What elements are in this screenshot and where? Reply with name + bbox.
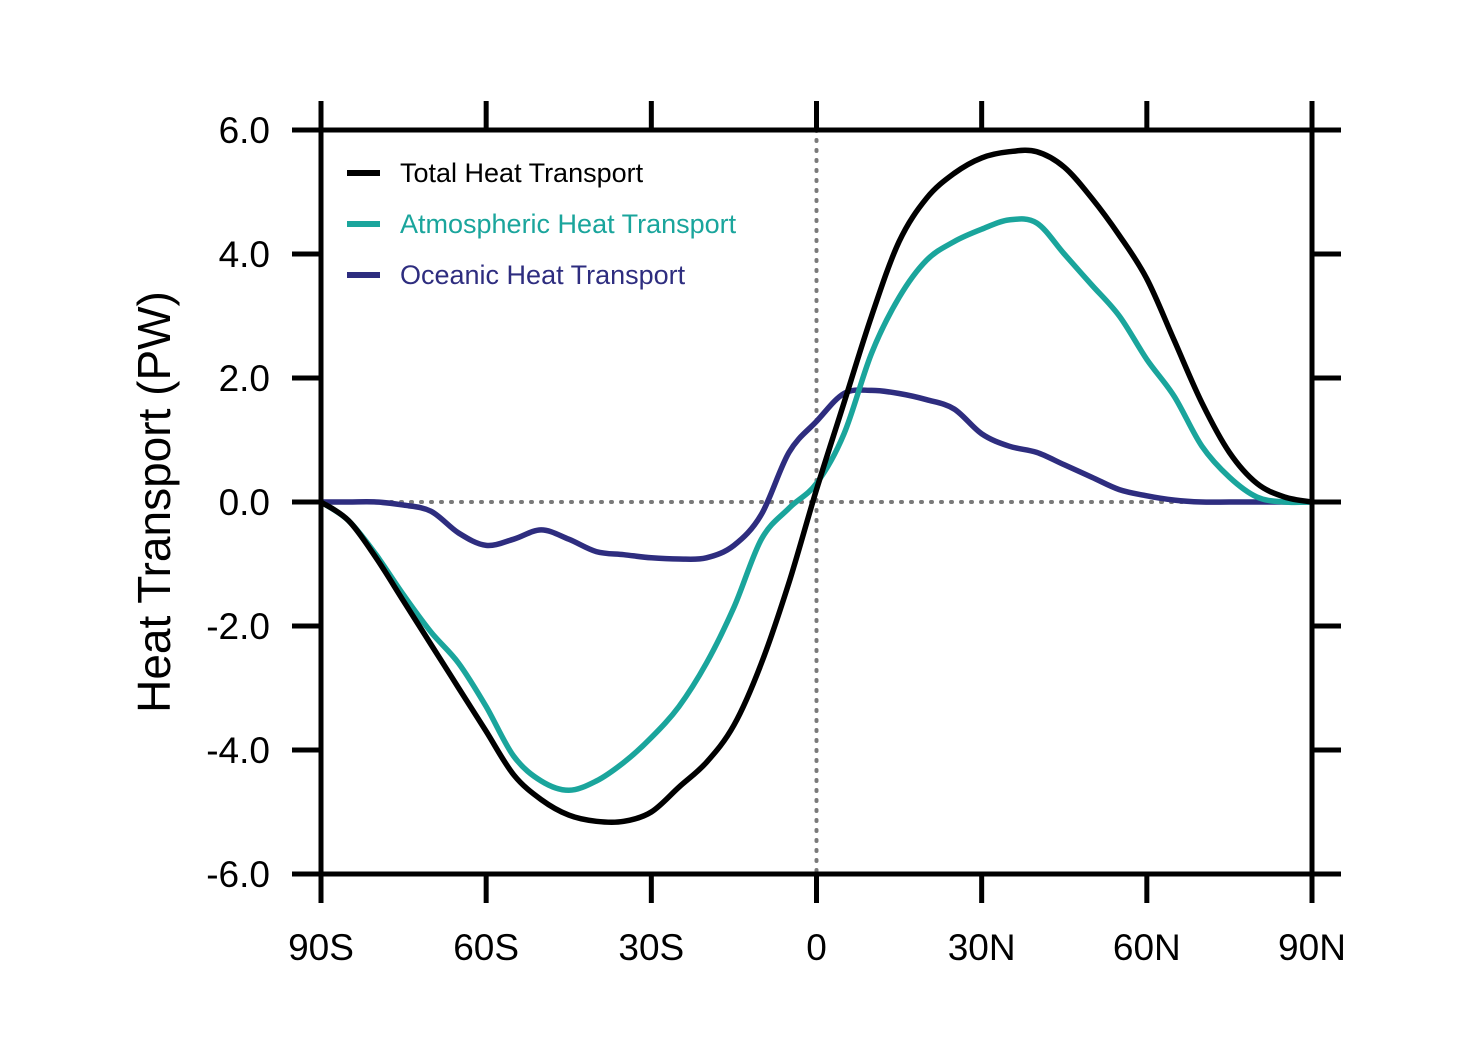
legend-label: Atmospheric Heat Transport: [400, 209, 737, 239]
y-tick-label: -6.0: [206, 854, 270, 895]
x-tick-label: 60S: [453, 927, 519, 968]
x-tick-label: 90N: [1278, 927, 1346, 968]
y-tick-label: -2.0: [206, 606, 270, 647]
series-layer: [318, 147, 1315, 826]
y-tick-label: 2.0: [219, 358, 270, 399]
y-tick-label: 4.0: [219, 234, 270, 275]
legend-label: Total Heat Transport: [400, 158, 644, 188]
legend: Total Heat Transport Atmospheric Heat Tra…: [347, 158, 737, 290]
series-line-oceanic-heat-transport: [318, 387, 1315, 563]
y-tick-label: 0.0: [219, 482, 270, 523]
x-tick-label: 0: [806, 927, 827, 968]
x-tick-label: 30S: [618, 927, 684, 968]
x-tick-label: 90S: [288, 927, 354, 968]
series-line-total-heat-transport: [318, 147, 1315, 826]
reference-lines: [319, 128, 1314, 876]
axis-ticks: 90S 60S 30S 0 30N 60N 90N 6.0 4.0 2.0 0.0 -2.0 -4.0 -…: [206, 101, 1346, 968]
y-tick-label: 6.0: [219, 110, 270, 151]
legend-label: Oceanic Heat Transport: [400, 260, 686, 290]
y-axis-title: Heat Transport (PW): [128, 291, 180, 713]
y-tick-label: -4.0: [206, 730, 270, 771]
x-tick-label: 60N: [1113, 927, 1181, 968]
x-tick-label: 30N: [948, 927, 1016, 968]
